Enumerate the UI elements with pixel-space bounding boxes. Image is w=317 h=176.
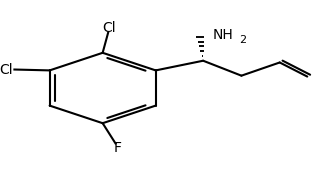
Text: Cl: Cl xyxy=(102,21,116,35)
Text: F: F xyxy=(114,141,122,155)
Text: NH: NH xyxy=(213,28,233,42)
Text: 2: 2 xyxy=(239,35,246,45)
Text: Cl: Cl xyxy=(0,62,13,77)
